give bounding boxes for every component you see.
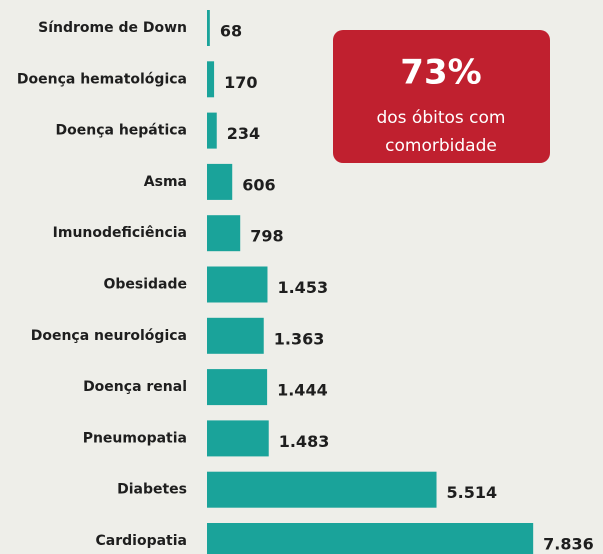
category-label: Asma (144, 174, 187, 190)
callout-box (333, 30, 550, 163)
callout-text: comorbidade (385, 136, 497, 156)
value-label: 7.836 (543, 535, 594, 554)
value-label: 606 (242, 175, 275, 194)
value-label: 5.514 (447, 483, 498, 502)
category-label: Síndrome de Down (38, 20, 187, 36)
bar (207, 10, 210, 46)
category-label: Pneumopatia (83, 430, 187, 446)
category-label: Imunodeficiência (53, 225, 187, 241)
category-label: Doença neurológica (31, 328, 187, 344)
value-label: 1.453 (277, 278, 328, 297)
bar (207, 369, 268, 406)
category-label: Diabetes (117, 482, 187, 498)
bar (207, 523, 534, 554)
category-label: Cardiopatia (96, 533, 187, 549)
bar (207, 471, 437, 508)
callout-text: dos óbitos com (376, 108, 505, 128)
bar (207, 112, 217, 149)
value-label: 170 (224, 73, 257, 92)
value-label: 68 (220, 22, 242, 41)
bar (207, 163, 233, 200)
value-label: 1.483 (279, 432, 330, 451)
bar (207, 61, 215, 98)
bar (207, 420, 269, 457)
bar (207, 215, 241, 252)
category-label: Doença hematológica (17, 71, 187, 87)
category-label: Obesidade (103, 277, 187, 293)
value-label: 234 (227, 124, 260, 143)
callout-value: 73% (400, 53, 481, 93)
value-label: 1.363 (274, 329, 325, 348)
value-label: 1.444 (277, 381, 328, 400)
bar (207, 317, 264, 354)
category-label: Doença renal (83, 379, 187, 395)
value-label: 798 (250, 227, 283, 246)
category-label: Doença hepática (56, 123, 188, 139)
bar (207, 266, 268, 303)
